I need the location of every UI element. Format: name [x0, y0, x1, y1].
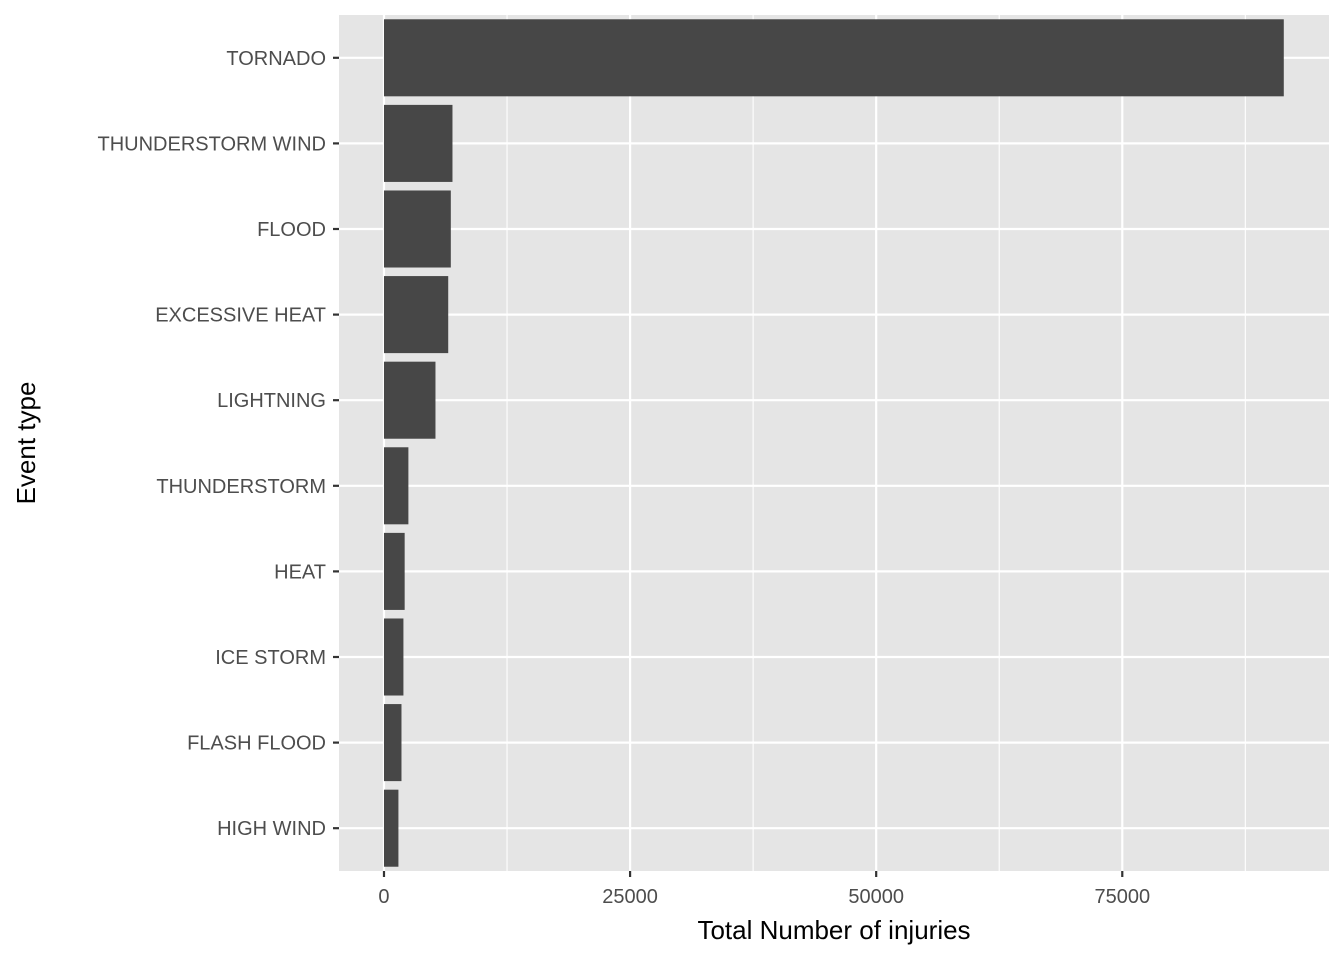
bar-thunderstorm-wind	[383, 104, 453, 182]
bar-flood	[383, 190, 451, 268]
y-tick-label: THUNDERSTORM WIND	[97, 133, 326, 155]
bars	[383, 19, 1284, 867]
bar-flash-flood	[383, 704, 402, 782]
y-tick-label: HIGH WIND	[217, 818, 326, 840]
x-axis-title: Total Number of injuries	[697, 915, 970, 945]
y-tick-label: EXCESSIVE HEAT	[155, 305, 326, 327]
y-tick-label: FLASH FLOOD	[187, 733, 326, 755]
bar-tornado	[383, 19, 1284, 97]
y-tick-label: HEAT	[274, 561, 326, 583]
x-tick-label: 0	[378, 886, 389, 908]
y-tick-label: LIGHTNING	[217, 390, 326, 412]
bar-ice-storm	[383, 618, 404, 696]
bar-lightning	[383, 361, 436, 439]
y-tick-label: THUNDERSTORM	[156, 476, 326, 498]
minor-gridlines	[506, 15, 1246, 871]
y-tick-label: FLOOD	[257, 219, 326, 241]
bar-heat	[383, 532, 405, 610]
bar-high-wind	[383, 789, 399, 867]
y-tick-label: TORNADO	[226, 48, 326, 70]
bar-excessive-heat	[383, 276, 449, 354]
x-tick-label: 50000	[848, 886, 904, 908]
x-axis-ticks: 0 25000 50000 75000	[378, 871, 1150, 908]
x-tick-label: 75000	[1094, 886, 1150, 908]
x-tick-label: 25000	[602, 886, 658, 908]
y-axis-ticks: TORNADO THUNDERSTORM WIND FLOOD EXCESSIVE H…	[97, 48, 339, 840]
y-axis-title: Event type	[11, 382, 41, 505]
plot-panel	[339, 15, 1329, 871]
bar-thunderstorm	[383, 447, 409, 525]
y-tick-label: ICE STORM	[215, 647, 326, 669]
